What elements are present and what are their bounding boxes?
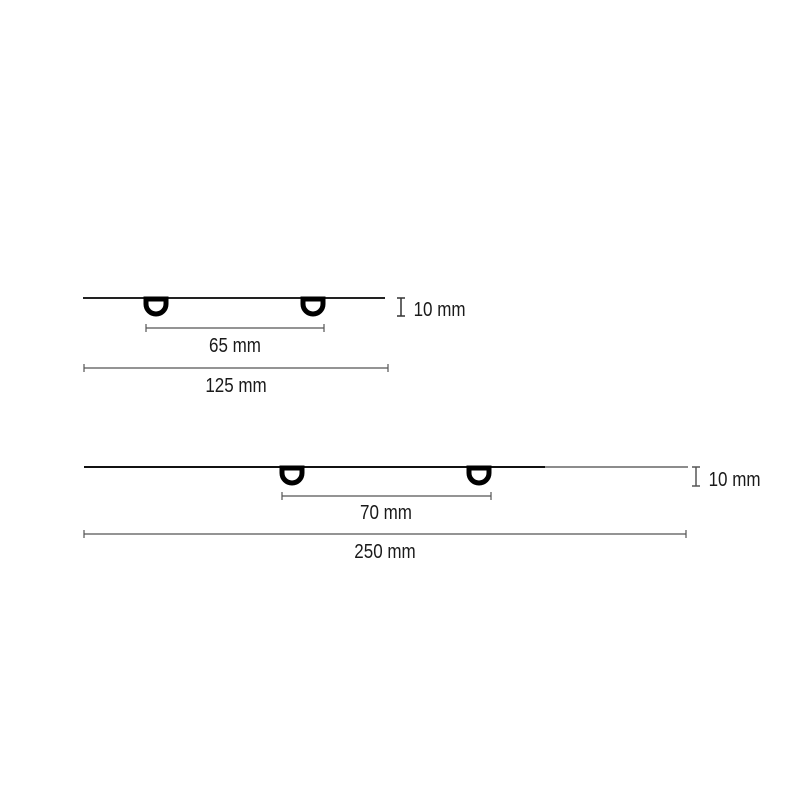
mounting-ring-left	[143, 296, 169, 317]
length-dimension	[83, 530, 687, 538]
height-label: 10 mm	[414, 298, 466, 321]
spacing-label: 65 mm	[209, 334, 261, 357]
length-label: 125 mm	[205, 374, 266, 397]
height-label: 10 mm	[709, 468, 761, 491]
height-dimension	[397, 297, 405, 317]
spacing-label: 70 mm	[360, 501, 412, 524]
mounting-ring-right	[466, 465, 492, 486]
shelf-250mm: 10 mm 70 mm 250 mm	[83, 465, 761, 563]
spacing-dimension	[145, 324, 325, 332]
spacing-dimension	[281, 492, 492, 500]
length-dimension	[83, 364, 389, 372]
mounting-ring-left	[279, 465, 305, 486]
shelf-125mm: 10 mm 65 mm 125 mm	[83, 296, 466, 397]
length-label: 250 mm	[354, 540, 415, 563]
mounting-ring-right	[300, 296, 326, 317]
height-dimension	[692, 466, 700, 487]
